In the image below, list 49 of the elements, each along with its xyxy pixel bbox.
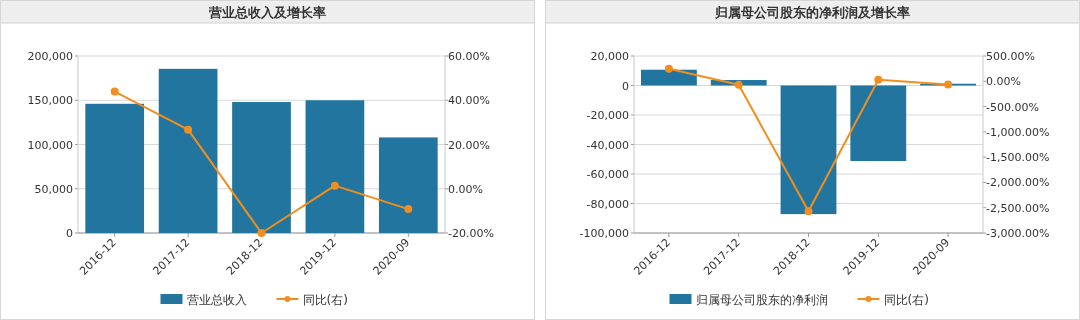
bar: [85, 103, 145, 233]
bar: [158, 68, 218, 233]
y2-tick-label: 60.00%: [448, 50, 490, 63]
y2-tick-label: -500.00%: [986, 100, 1039, 114]
y2-tick-label: 0.00%: [448, 182, 483, 196]
point: [257, 229, 266, 237]
y2-tick-label: -2,000.00%: [986, 176, 1050, 190]
point: [404, 205, 413, 214]
y-tick-label: 200,000: [27, 50, 73, 63]
chart-title: 营业总收入及增长率: [208, 5, 326, 20]
point: [184, 125, 193, 134]
point: [944, 80, 953, 89]
legend-label: 营业总收入: [186, 293, 247, 307]
bar: [232, 102, 291, 233]
y-tick-label: 0: [622, 79, 629, 93]
y2-tick-label: -1,500.00%: [986, 151, 1050, 165]
bar: [640, 69, 697, 86]
bar: [305, 100, 365, 233]
bar: [378, 137, 438, 233]
point: [734, 80, 743, 89]
point: [804, 207, 813, 216]
y2-tick-label: 20.00%: [448, 138, 490, 152]
point: [664, 64, 673, 73]
legend-label: 同比(右): [883, 293, 929, 307]
y2-tick-label: -1,000.00%: [986, 125, 1050, 139]
y-tick-label: 150,000: [27, 94, 73, 108]
y-tick-label: 20,000: [590, 50, 629, 63]
bar: [780, 85, 837, 215]
bar: [850, 85, 907, 162]
legend-label: 同比(右): [302, 293, 348, 307]
legend-label: 归属母公司股东的净利润: [695, 293, 828, 307]
y-tick-label: 50,000: [34, 182, 73, 196]
chart-title: 归属母公司股东的净利润及增长率: [714, 5, 910, 20]
y-tick-label: -80,000: [586, 197, 629, 211]
y2-tick-label: 0.00%: [986, 75, 1021, 89]
y-tick-label: 0: [66, 227, 73, 240]
y-tick-label: 100,000: [27, 138, 73, 152]
y-tick-label: -60,000: [586, 168, 629, 181]
y2-tick-label: 500.00%: [986, 50, 1035, 63]
point: [330, 181, 339, 190]
y-tick-label: -40,000: [586, 138, 629, 152]
point: [874, 75, 883, 84]
y-tick-label: -100,000: [579, 227, 629, 240]
y2-tick-label: -2,500.00%: [986, 201, 1050, 215]
point: [110, 87, 119, 96]
y2-tick-label: -20.00%: [448, 227, 494, 240]
y-tick-label: -20,000: [586, 109, 629, 122]
y2-tick-label: -3,000.00%: [986, 227, 1050, 240]
y2-tick-label: 40.00%: [448, 94, 490, 108]
